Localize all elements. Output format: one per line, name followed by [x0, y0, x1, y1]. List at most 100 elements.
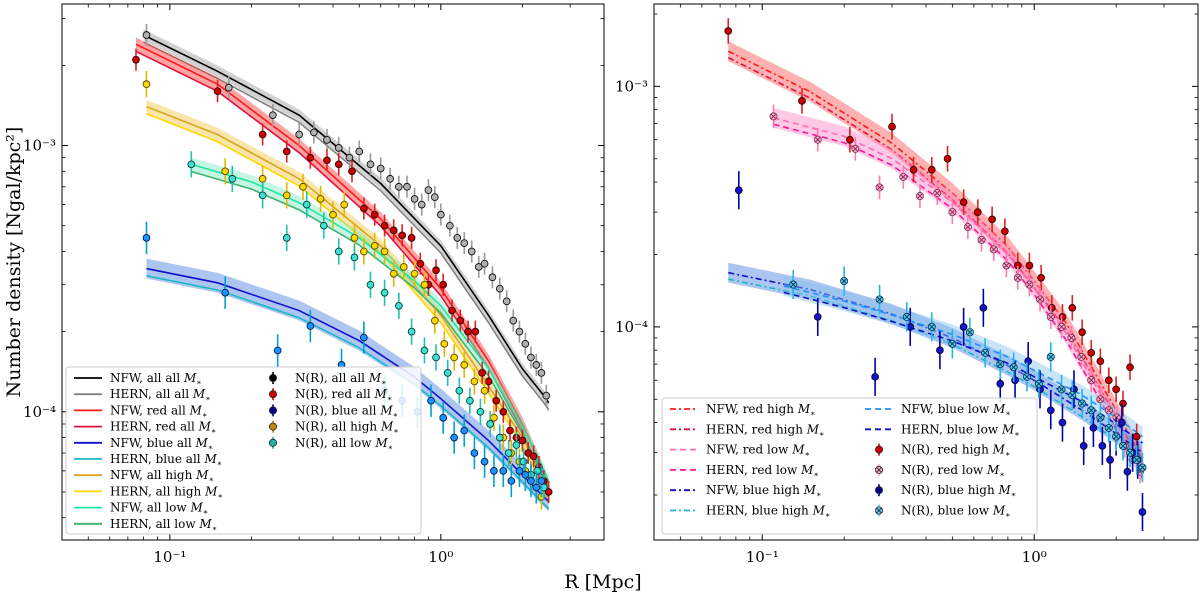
- data-point-cross: [1106, 425, 1112, 431]
- data-point: [495, 284, 504, 293]
- data-point-cross: [1113, 414, 1120, 421]
- data-point: [537, 477, 546, 485]
- data-point-cross: [967, 329, 973, 335]
- data-point: [258, 191, 267, 200]
- x-axis-title: R [Mpc]: [564, 571, 641, 593]
- legend-label: N(R), all high M∗: [295, 420, 399, 436]
- data-point: [478, 369, 486, 377]
- data-point: [484, 377, 493, 386]
- data-point: [436, 210, 445, 219]
- data-point: [430, 316, 439, 325]
- data-point: [282, 191, 291, 200]
- y-tick-label: 10⁻⁴: [615, 318, 648, 336]
- data-point: [407, 327, 416, 336]
- legend-label: N(R), blue all M∗: [295, 403, 398, 419]
- data-point: [398, 231, 407, 240]
- data-point: [490, 413, 498, 422]
- data-point: [524, 449, 533, 457]
- data-point-cross: [1078, 354, 1085, 360]
- data-point: [532, 361, 541, 369]
- legend: NFW, red high M∗ HERN, red high M∗ NFW, re…: [661, 397, 1038, 535]
- data-point: [888, 122, 896, 131]
- data-point: [350, 253, 359, 262]
- data-point-cross: [934, 190, 940, 196]
- legend-item: HERN, all low M∗: [74, 517, 217, 533]
- data-point: [299, 182, 307, 191]
- data-point: [258, 130, 267, 139]
- legend-box: [65, 366, 422, 535]
- series-blue-high-m-: [728, 262, 1143, 463]
- data-point: [340, 200, 349, 209]
- data-point: [360, 204, 368, 213]
- data-point: [142, 31, 151, 39]
- data-point: [996, 379, 1005, 388]
- data-point: [1025, 261, 1034, 270]
- nfw-model-line: [728, 271, 1143, 454]
- data-point-cross: [1097, 396, 1104, 403]
- data-point: [959, 323, 968, 331]
- data-point: [282, 234, 291, 242]
- legend-item: HERN, red high M∗: [670, 422, 824, 438]
- legend-marker-swatch: [268, 406, 277, 415]
- legend-item: HERN, red low M∗: [670, 463, 819, 479]
- data-point: [488, 273, 497, 282]
- data-point: [380, 221, 389, 230]
- data-point: [527, 353, 535, 362]
- plot-area: [132, 24, 553, 512]
- legend-label: HERN, red high M∗: [706, 422, 824, 438]
- data-point: [518, 436, 527, 445]
- data-point: [407, 234, 416, 242]
- legend-item: NFW, red low M∗: [670, 443, 810, 459]
- hern-model-line: [727, 56, 1144, 467]
- legend-label: NFW, red low M∗: [706, 443, 810, 459]
- points-all-all-m-: [142, 24, 551, 407]
- legend-label: HERN, red low M∗: [706, 463, 819, 479]
- data-point: [467, 247, 476, 256]
- data-point-cross: [1088, 407, 1094, 414]
- data-point: [1132, 432, 1141, 441]
- data-point: [380, 288, 389, 297]
- data-point: [370, 210, 379, 219]
- data-point: [495, 433, 504, 442]
- legend-label: HERN, all all M∗: [110, 387, 211, 403]
- legend-cross-swatch: [876, 507, 882, 514]
- data-point: [1087, 348, 1096, 357]
- data-point-cross: [1068, 335, 1075, 341]
- nfw-model-line: [783, 285, 1143, 438]
- data-point: [376, 164, 385, 173]
- data-point: [515, 327, 524, 336]
- y-tick-label: 10⁻³: [615, 77, 648, 95]
- legend-label: NFW, blue all M∗: [110, 436, 213, 452]
- legend-label: HERN, blue high M∗: [706, 504, 830, 520]
- data-point: [480, 259, 489, 268]
- data-point-cross: [1127, 449, 1133, 456]
- data-point: [1126, 363, 1134, 372]
- data-point: [734, 186, 743, 195]
- data-point: [389, 269, 398, 278]
- data-point: [499, 407, 508, 416]
- data-point: [471, 327, 480, 336]
- data-point-cross: [1015, 275, 1021, 281]
- legend: NFW, all all M∗HERN, all all M∗NFW, red …: [65, 366, 422, 535]
- data-point: [258, 174, 267, 183]
- data-point: [460, 239, 469, 247]
- data-point-cross: [1048, 314, 1054, 320]
- data-point-cross: [978, 237, 985, 243]
- data-point: [1024, 357, 1033, 366]
- legend-label: N(R), blue low M∗: [901, 504, 1011, 520]
- data-point: [1096, 357, 1105, 366]
- legend-item: N(R), all low M∗: [268, 436, 393, 452]
- data-point-cross: [965, 224, 971, 230]
- data-point: [424, 186, 433, 194]
- data-point: [295, 130, 303, 139]
- data-point: [532, 483, 541, 492]
- data-point-cross: [1106, 407, 1112, 414]
- data-point: [224, 83, 233, 92]
- data-point: [310, 128, 318, 137]
- legend-item: NFW, blue all M∗: [74, 436, 213, 452]
- data-point-cross: [1058, 324, 1065, 330]
- data-point: [506, 426, 514, 435]
- data-point-cross: [991, 246, 997, 253]
- legend-label: N(R), red low M∗: [901, 463, 1005, 479]
- data-point: [416, 259, 425, 268]
